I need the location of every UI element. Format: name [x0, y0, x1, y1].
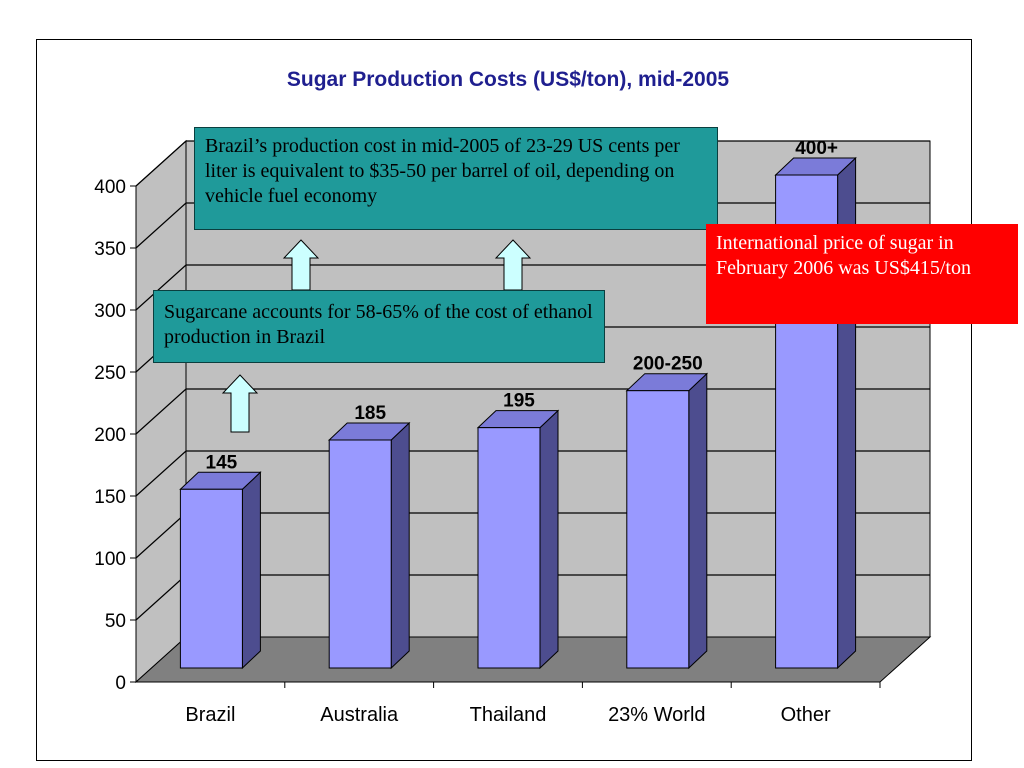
- y-tick-label: 50: [105, 611, 126, 632]
- y-tick-label: 300: [94, 301, 126, 322]
- bar-23-world: [626, 390, 690, 669]
- data-label: 400+: [795, 138, 838, 159]
- bar-australia: [328, 439, 392, 669]
- x-tick-label: Thailand: [470, 704, 547, 726]
- bar-brazil: [179, 488, 243, 669]
- data-label: 145: [206, 452, 238, 473]
- annotation-arrows: [221, 239, 532, 433]
- chart-title: Sugar Production Costs (US$/ton), mid-20…: [287, 68, 730, 91]
- x-tick-label: Other: [781, 704, 831, 726]
- x-tick-label: Brazil: [185, 704, 235, 726]
- data-label: 200-250: [633, 354, 703, 375]
- gridline: [135, 264, 930, 311]
- bar-side: [390, 421, 410, 670]
- bar-side: [539, 409, 559, 670]
- slide-frame: [36, 39, 972, 761]
- bar-side: [241, 471, 261, 670]
- arrow-up-icon: [221, 374, 259, 433]
- x-tick-label: 23% World: [608, 704, 705, 726]
- y-tick-label: 350: [94, 239, 126, 260]
- data-label: 195: [503, 391, 535, 412]
- y-tick-label: 0: [115, 673, 126, 694]
- y-tick-label: 250: [94, 363, 126, 384]
- y-tick-label: 200: [94, 425, 126, 446]
- bar-side: [688, 372, 708, 670]
- note-sugarcane-share: Sugarcane accounts for 58-65% of the cos…: [153, 290, 605, 363]
- bar-thailand: [477, 427, 541, 669]
- y-tick-label: 150: [94, 487, 126, 508]
- y-tick-label: 400: [94, 177, 126, 198]
- axes: 0 50 100 150 200 250 300 350 400 Brazil Australia T…: [94, 177, 881, 726]
- x-tick-label: Australia: [320, 704, 399, 726]
- data-label: 185: [354, 403, 386, 424]
- note-oil-equivalence: Brazil’s production cost in mid-2005 of …: [194, 127, 718, 230]
- note-international-price: International price of sugar in February…: [706, 224, 1018, 324]
- y-tick-label: 100: [94, 549, 126, 570]
